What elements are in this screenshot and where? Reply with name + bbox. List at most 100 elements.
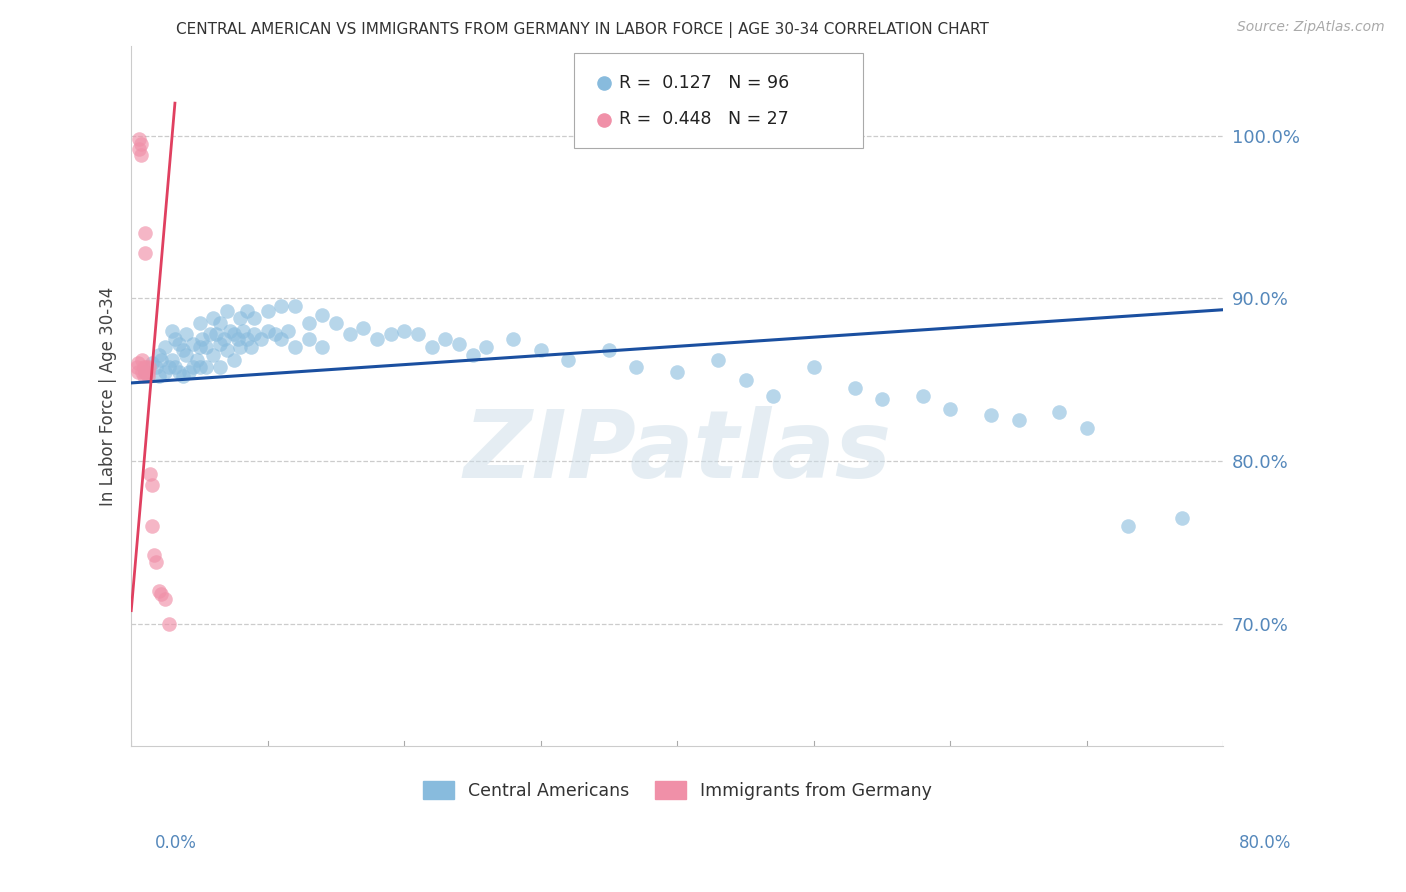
Point [762, 389, 785, 403]
Point [163, 332, 186, 346]
Point [366, 332, 388, 346]
Point [229, 340, 252, 354]
Point [215, 304, 238, 318]
Point [711, 215, 734, 229]
Point [134, 365, 156, 379]
Point [134, 227, 156, 241]
Point [174, 348, 197, 362]
Point [911, 389, 934, 403]
Point [394, 324, 416, 338]
Point [167, 337, 190, 351]
Point [132, 369, 155, 384]
Point [160, 324, 183, 338]
Point [181, 337, 204, 351]
Point [205, 327, 228, 342]
Point [138, 359, 160, 374]
Point [844, 381, 866, 395]
Point [557, 353, 579, 368]
Point [131, 353, 153, 368]
Point [502, 332, 524, 346]
Point [125, 359, 148, 374]
Text: 0.0%: 0.0% [155, 834, 197, 852]
Point [325, 316, 347, 330]
FancyBboxPatch shape [574, 54, 863, 148]
Point [172, 343, 194, 358]
Point [406, 327, 429, 342]
Point [127, 356, 149, 370]
Point [188, 359, 211, 374]
Point [626, 359, 648, 374]
Point [1007, 413, 1029, 427]
Point [803, 359, 825, 374]
Point [270, 332, 292, 346]
Point [134, 365, 156, 379]
Point [352, 320, 374, 334]
Point [980, 409, 1002, 423]
Point [150, 353, 173, 368]
Text: CENTRAL AMERICAN VS IMMIGRANTS FROM GERMANY IN LABOR FORCE | AGE 30-34 CORRELATI: CENTRAL AMERICAN VS IMMIGRANTS FROM GERM… [176, 22, 988, 38]
Point [132, 359, 155, 374]
Point [284, 340, 307, 354]
Point [136, 365, 159, 379]
Text: 80.0%: 80.0% [1239, 834, 1292, 852]
Point [139, 467, 162, 481]
Point [145, 359, 167, 374]
Point [215, 343, 238, 358]
Point [1076, 421, 1098, 435]
Point [232, 324, 254, 338]
Point [240, 340, 263, 354]
Point [148, 348, 170, 362]
Point [243, 327, 266, 342]
Y-axis label: In Labor Force | Age 30-34: In Labor Force | Age 30-34 [100, 286, 117, 506]
Point [150, 587, 173, 601]
Point [298, 316, 321, 330]
Point [163, 359, 186, 374]
Point [155, 340, 177, 354]
Point [212, 332, 235, 346]
Point [277, 324, 299, 338]
Point [666, 365, 689, 379]
Point [141, 478, 163, 492]
Point [131, 365, 153, 379]
Point [250, 332, 273, 346]
Point [167, 365, 190, 379]
Point [236, 304, 259, 318]
Point [870, 392, 893, 407]
Point [195, 359, 218, 374]
Point [134, 245, 156, 260]
Point [311, 340, 333, 354]
Point [475, 340, 498, 354]
Point [461, 348, 484, 362]
Point [434, 332, 457, 346]
Legend: Central Americans, Immigrants from Germany: Central Americans, Immigrants from Germa… [416, 774, 939, 807]
Point [339, 327, 361, 342]
Point [129, 136, 152, 151]
Text: R =  0.127   N = 96: R = 0.127 N = 96 [620, 73, 790, 92]
Text: R =  0.448   N = 27: R = 0.448 N = 27 [620, 110, 789, 128]
Point [530, 343, 553, 358]
Point [298, 332, 321, 346]
Point [1171, 511, 1194, 525]
Point [155, 592, 177, 607]
Point [229, 310, 252, 325]
Point [174, 327, 197, 342]
Point [141, 519, 163, 533]
Point [222, 327, 245, 342]
Point [208, 316, 231, 330]
Point [284, 300, 307, 314]
Point [148, 584, 170, 599]
Point [226, 332, 249, 346]
Point [1049, 405, 1071, 419]
Point [136, 369, 159, 384]
Point [135, 359, 157, 374]
Point [256, 324, 278, 338]
Point [188, 316, 211, 330]
Point [380, 327, 402, 342]
Point [734, 373, 756, 387]
Point [208, 337, 231, 351]
Point [256, 304, 278, 318]
Point [711, 300, 734, 314]
Point [172, 369, 194, 384]
Point [208, 359, 231, 374]
Point [145, 555, 167, 569]
